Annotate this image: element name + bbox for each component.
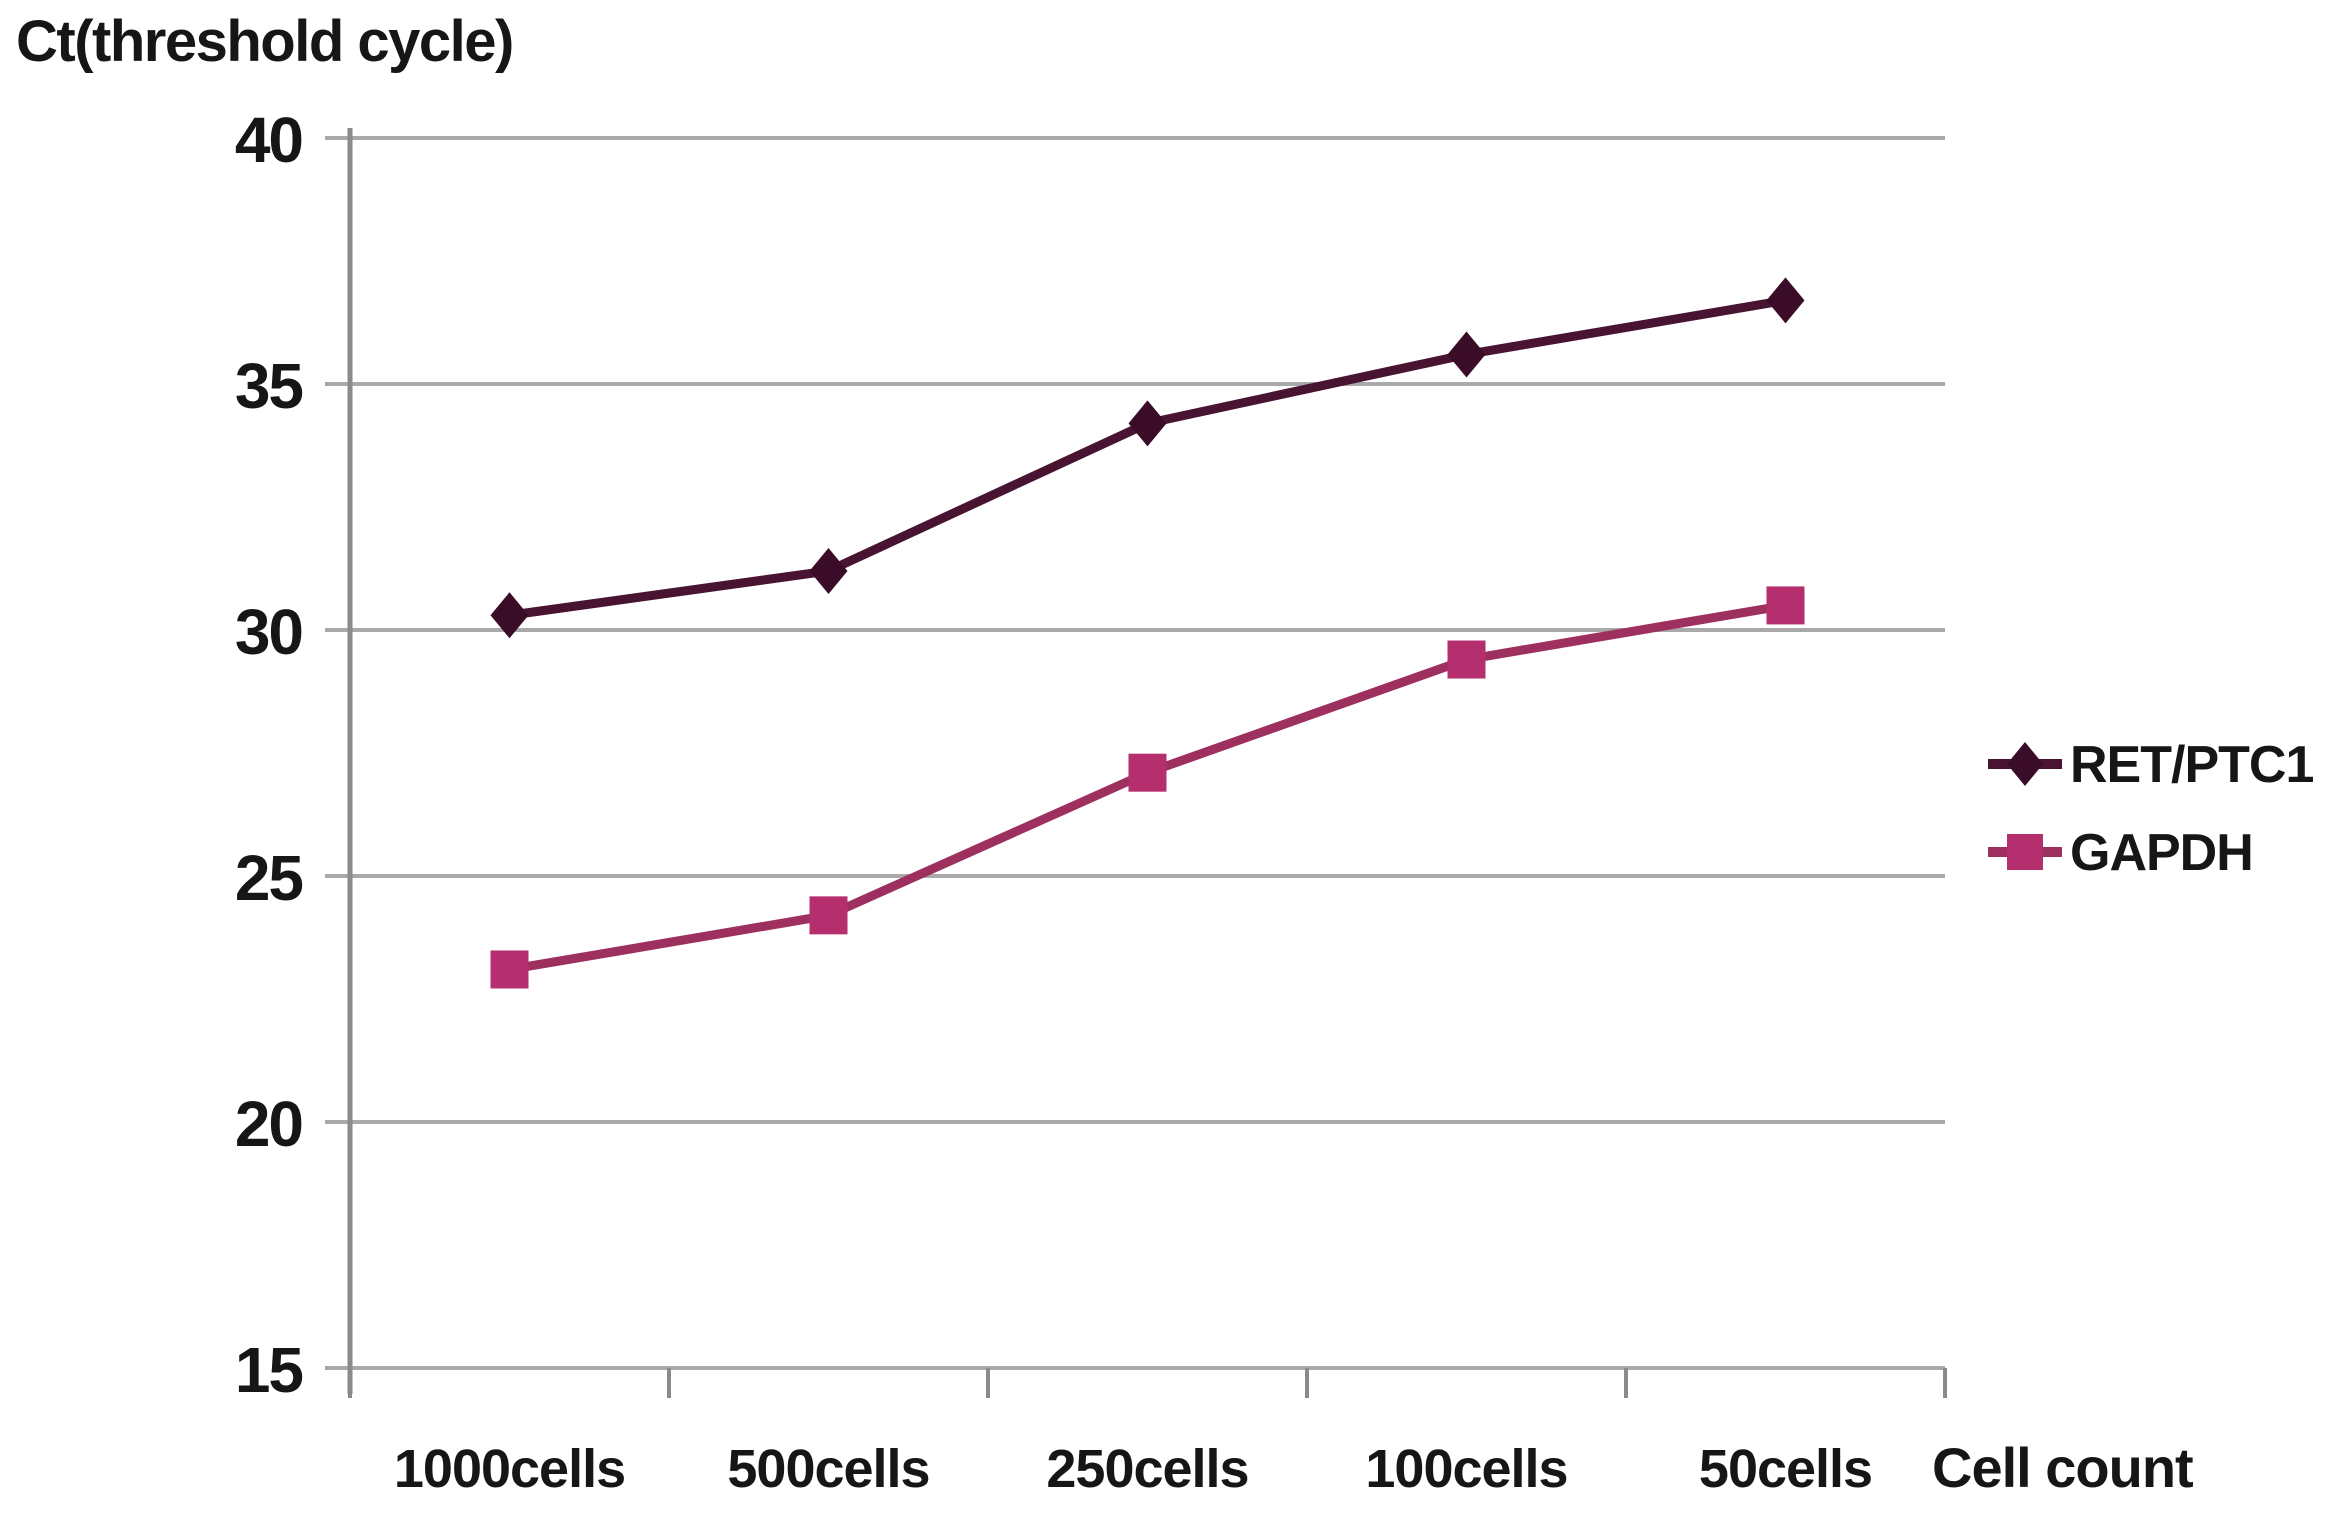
y-tick-label: 20 xyxy=(235,1088,302,1160)
legend-label-gapdh: GAPDH xyxy=(2070,824,2253,882)
data-point-square-marker xyxy=(1128,753,1167,792)
data-point-square-marker xyxy=(490,950,529,989)
data-point-diamond-marker xyxy=(1128,400,1167,447)
y-tick-label: 35 xyxy=(235,350,303,422)
data-point-square-marker xyxy=(1447,640,1486,679)
legend-ret-ptc1-diamond-marker xyxy=(2007,742,2043,786)
x-tick-label: 50cells xyxy=(1699,1439,1872,1499)
series-line-ret-ptc1 xyxy=(505,295,1790,620)
data-point-diamond-marker xyxy=(490,592,529,639)
x-tick-label: 250cells xyxy=(1046,1439,1248,1499)
data-point-diamond-marker xyxy=(1447,331,1486,378)
y-tick-label: 25 xyxy=(235,842,303,914)
x-axis-title: Cell count xyxy=(1932,1436,2193,1499)
x-tick-label: 100cells xyxy=(1365,1439,1567,1499)
data-point-square-marker xyxy=(809,896,848,935)
legend-label-ret-ptc1: RET/PTC1 xyxy=(2070,736,2313,794)
legend-gapdh-square-marker xyxy=(2007,834,2043,870)
chart-title: Ct(threshold cycle) xyxy=(16,9,514,74)
data-point-square-marker xyxy=(1766,586,1805,625)
x-tick-label: 500cells xyxy=(727,1439,929,1499)
y-tick-label: 40 xyxy=(235,104,302,176)
data-point-diamond-marker xyxy=(1766,277,1805,324)
x-tick-label: 1000cells xyxy=(394,1439,625,1499)
y-tick-label: 15 xyxy=(235,1334,303,1406)
y-tick-label: 30 xyxy=(235,596,302,668)
data-point-diamond-marker xyxy=(809,547,848,594)
